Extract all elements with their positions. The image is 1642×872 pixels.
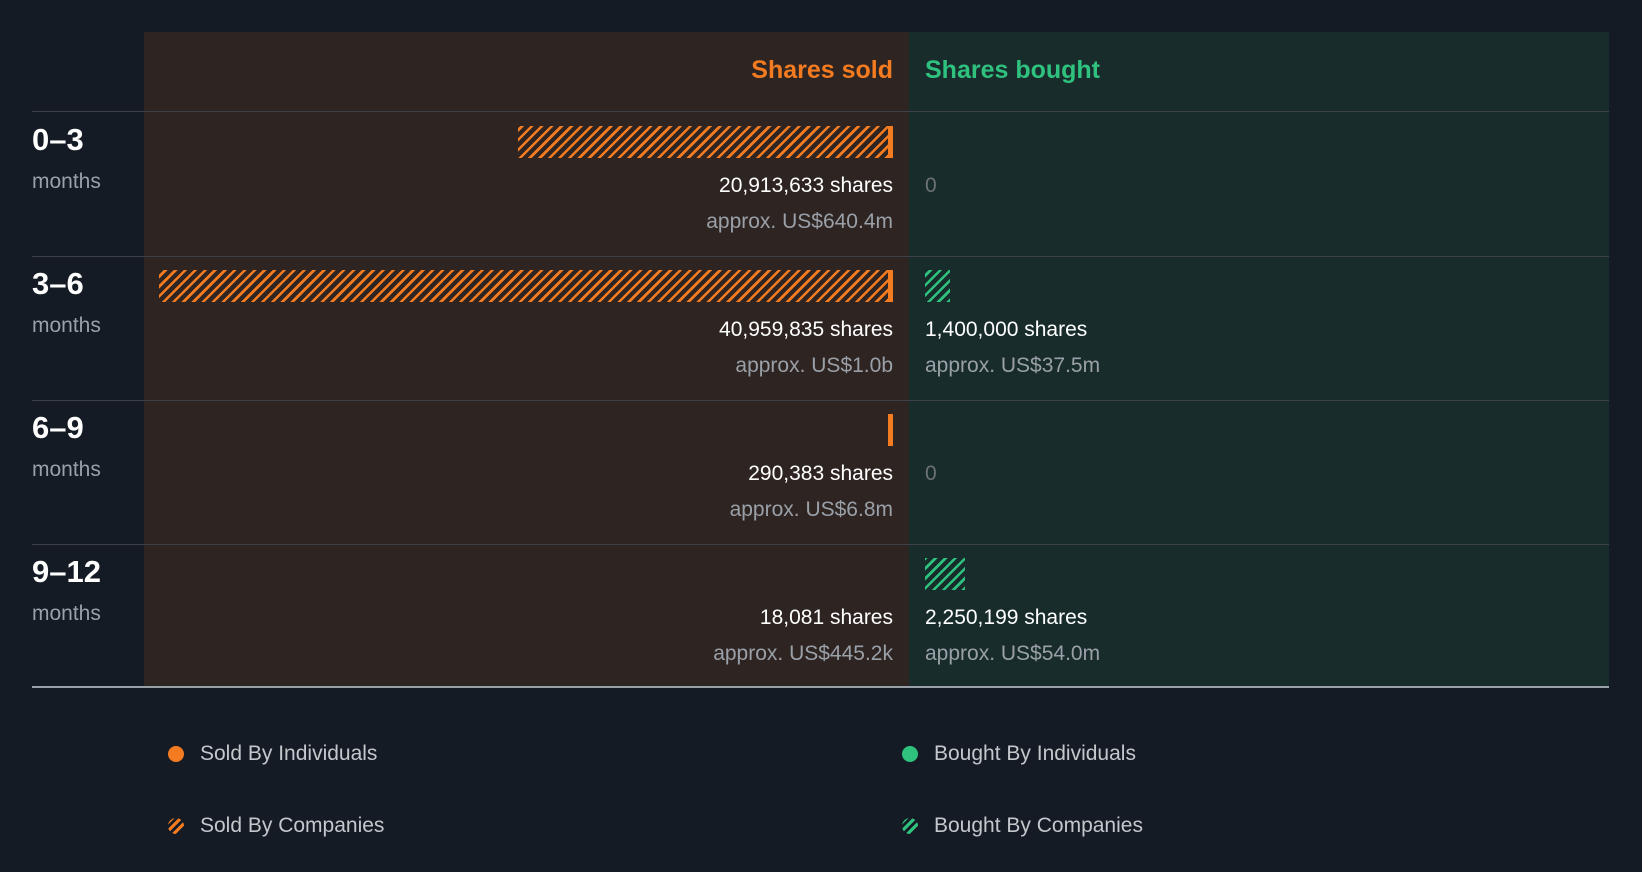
bought-bar[interactable] <box>925 270 951 302</box>
legend-sold-individuals[interactable]: Sold By Individuals <box>168 742 377 766</box>
row-divider <box>32 400 1609 401</box>
sold-approx-value: approx. US$640.4m <box>706 210 893 233</box>
sold-bar[interactable] <box>159 270 893 302</box>
period-row-0-3: 0–3 months 20,913,633 shares approx. US$… <box>0 112 1642 256</box>
legend-label: Sold By Individuals <box>200 742 378 765</box>
period-label: 0–3 <box>32 122 84 157</box>
row-divider <box>32 256 1609 257</box>
legend-sold-companies[interactable]: Sold By Companies <box>168 814 384 838</box>
sold-shares-value: 40,959,835 shares <box>719 318 893 341</box>
period-row-6-9: 6–9 months 290,383 shares approx. US$6.8… <box>0 400 1642 544</box>
sold-approx-value: approx. US$445.2k <box>713 642 893 665</box>
period-unit: months <box>32 458 101 481</box>
chart-baseline <box>32 686 1609 688</box>
bought-panel <box>909 32 1609 687</box>
sold-approx-value: approx. US$1.0b <box>735 354 893 377</box>
period-label: 3–6 <box>32 266 84 301</box>
shares-sold-header: Shares sold <box>751 56 893 84</box>
period-row-9-12: 9–12 months 18,081 shares approx. US$445… <box>0 544 1642 688</box>
sold-bar[interactable] <box>518 126 893 158</box>
sold-shares-value: 18,081 shares <box>759 606 893 629</box>
bought-shares-value: 0 <box>925 462 937 485</box>
shares-bought-header: Shares bought <box>925 56 1101 84</box>
period-unit: months <box>32 602 101 625</box>
period-row-3-6: 3–6 months 40,959,835 shares approx. US$… <box>0 256 1642 400</box>
bought-approx-value: approx. US$37.5m <box>925 354 1101 377</box>
sold-shares-value: 20,913,633 shares <box>719 174 893 197</box>
row-divider <box>32 544 1609 545</box>
orange-hatch-icon <box>168 818 184 834</box>
period-unit: months <box>32 170 101 193</box>
sold-shares-value: 290,383 shares <box>748 462 893 485</box>
bought-shares-value: 1,400,000 shares <box>925 318 1088 341</box>
bought-shares-value: 2,250,199 shares <box>925 606 1088 629</box>
green-hatch-icon <box>902 818 918 834</box>
legend-label: Sold By Companies <box>200 814 385 837</box>
period-label: 9–12 <box>32 554 101 589</box>
row-divider <box>32 111 1609 112</box>
legend-bought-companies[interactable]: Bought By Companies <box>902 814 1143 838</box>
period-label: 6–9 <box>32 410 84 445</box>
legend-label: Bought By Companies <box>934 814 1143 837</box>
orange-dot-icon <box>168 746 184 762</box>
bought-bar[interactable] <box>925 558 966 590</box>
green-dot-icon <box>902 746 918 762</box>
legend-label: Bought By Individuals <box>934 742 1136 765</box>
bought-shares-value: 0 <box>925 174 937 197</box>
sold-bar[interactable] <box>887 414 893 446</box>
bought-approx-value: approx. US$54.0m <box>925 642 1101 665</box>
period-unit: months <box>32 314 101 337</box>
sold-approx-value: approx. US$6.8m <box>729 498 893 521</box>
legend-bought-individuals[interactable]: Bought By Individuals <box>902 742 1136 766</box>
